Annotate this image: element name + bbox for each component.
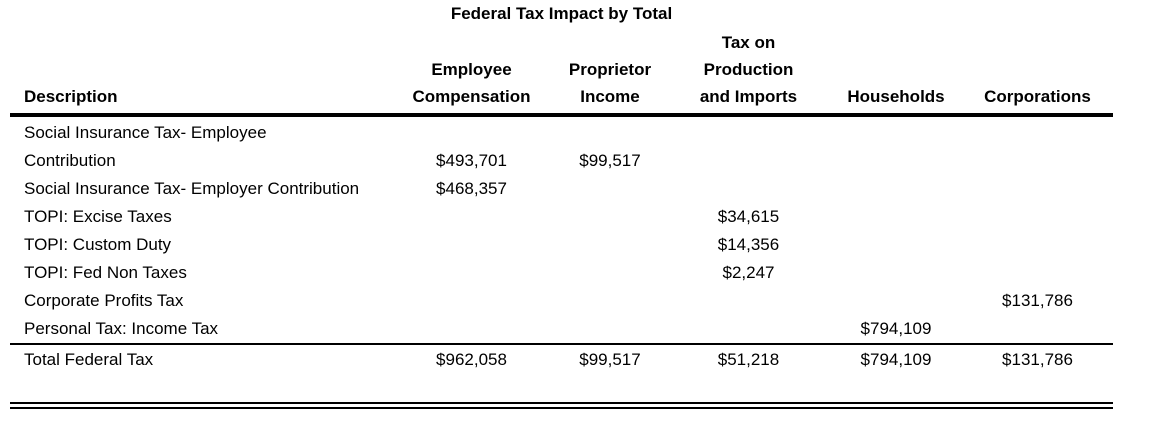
header-row: Description Employee Compensation Propri… bbox=[10, 28, 1113, 117]
table-bottom-double-rule bbox=[10, 402, 1113, 409]
table-cell bbox=[962, 315, 1113, 344]
row-personal-tax-income-tax: Personal Tax: Income Tax $794,109 bbox=[10, 315, 1113, 344]
row-label: Corporate Profits Tax bbox=[24, 291, 184, 310]
table-cell bbox=[390, 287, 553, 315]
row-label: Personal Tax: Income Tax bbox=[24, 319, 219, 338]
row-topi-custom-duty: TOPI: Custom Duty $14,356 bbox=[10, 231, 1113, 259]
table-cell bbox=[553, 287, 667, 315]
table-cell bbox=[667, 287, 830, 315]
table-cell bbox=[830, 175, 962, 203]
table-cell: $468,357 bbox=[436, 179, 507, 198]
row-topi-fed-non-taxes: TOPI: Fed Non Taxes $2,247 bbox=[10, 259, 1113, 287]
column-header-description: Description bbox=[10, 28, 390, 117]
table-cell bbox=[830, 203, 962, 231]
column-header-corporations: Corporations bbox=[962, 28, 1113, 117]
table-cell bbox=[553, 315, 667, 344]
table-cell bbox=[553, 203, 667, 231]
table-cell bbox=[667, 115, 830, 175]
table-cell: $99,517 bbox=[579, 151, 641, 170]
table-cell bbox=[830, 287, 962, 315]
total-cell: $962,058 bbox=[390, 343, 553, 375]
table-title: Federal Tax Impact by Total bbox=[450, 4, 673, 23]
table-cell bbox=[390, 259, 553, 287]
table-cell bbox=[962, 259, 1113, 287]
column-header-proprietor-income: Proprietor Income bbox=[553, 28, 667, 117]
table-cell: $794,109 bbox=[860, 319, 932, 338]
table-cell bbox=[553, 231, 667, 259]
table-cell bbox=[553, 259, 667, 287]
row-topi-excise-taxes: TOPI: Excise Taxes $34,615 bbox=[10, 203, 1113, 231]
row-label: TOPI: Custom Duty bbox=[24, 235, 172, 254]
table-cell bbox=[962, 231, 1113, 259]
table-cell bbox=[553, 175, 667, 203]
column-header-employee-compensation: Employee Compensation bbox=[390, 28, 553, 117]
table-cell: $131,786 bbox=[1002, 291, 1073, 310]
table-cell: $14,356 bbox=[717, 235, 780, 254]
row-label: TOPI: Excise Taxes bbox=[24, 207, 172, 226]
table-cell bbox=[667, 315, 830, 344]
table-cell bbox=[962, 115, 1113, 175]
row-label: TOPI: Fed Non Taxes bbox=[24, 263, 187, 282]
table-cell bbox=[830, 259, 962, 287]
table-cell: $493,701 bbox=[436, 151, 507, 170]
table-cell bbox=[830, 115, 962, 175]
table-cell: $34,615 bbox=[717, 207, 780, 226]
total-row-label: Total Federal Tax bbox=[10, 343, 390, 375]
row-corporate-profits-tax: Corporate Profits Tax $131,786 bbox=[10, 287, 1113, 315]
row-social-insurance-employer-contribution: Social Insurance Tax- Employer Contribut… bbox=[10, 175, 1113, 203]
row-total-federal-tax: Total Federal Tax $962,058 $99,517 $51,2… bbox=[10, 343, 1113, 375]
total-cell: $51,218 bbox=[667, 343, 830, 375]
table-cell: $2,247 bbox=[722, 263, 775, 282]
row-label: Social Insurance Tax- Employer Contribut… bbox=[24, 179, 360, 198]
table-cell bbox=[962, 175, 1113, 203]
total-cell: $794,109 bbox=[830, 343, 962, 375]
table-cell bbox=[390, 231, 553, 259]
table-cell bbox=[962, 203, 1113, 231]
federal-tax-table: Description Employee Compensation Propri… bbox=[10, 28, 1113, 375]
table-cell bbox=[390, 315, 553, 344]
total-cell: $131,786 bbox=[962, 343, 1113, 375]
table-cell bbox=[390, 203, 553, 231]
column-header-households: Households bbox=[830, 28, 962, 117]
table-cell bbox=[667, 175, 830, 203]
total-cell: $99,517 bbox=[553, 343, 667, 375]
column-header-tax-on-production-and-imports: Tax on Production and Imports bbox=[667, 28, 830, 117]
table-cell bbox=[830, 231, 962, 259]
row-social-insurance-employee-contribution: Social Insurance Tax- Employee Contribut… bbox=[10, 115, 1113, 175]
row-label: Social Insurance Tax- Employee Contribut… bbox=[24, 123, 267, 170]
